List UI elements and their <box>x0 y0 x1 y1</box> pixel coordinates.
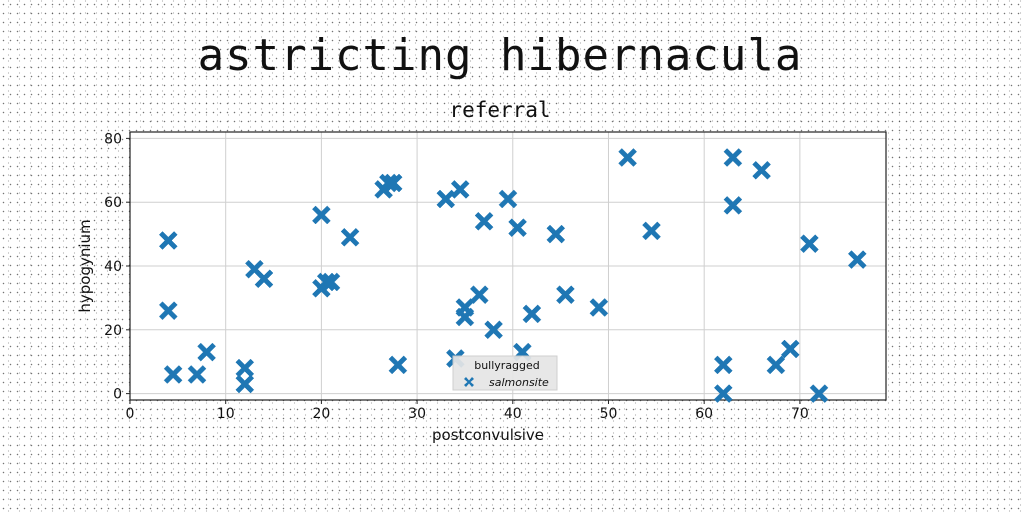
data-point <box>235 374 255 394</box>
data-point <box>474 211 494 231</box>
y-tick-label: 80 <box>104 131 122 147</box>
data-point <box>752 160 771 180</box>
data-point <box>713 355 733 375</box>
data-point <box>197 342 216 362</box>
data-point <box>312 205 331 225</box>
data-point <box>321 272 341 292</box>
data-point <box>546 224 566 244</box>
x-tick-label: 70 <box>791 406 809 422</box>
data-point <box>809 384 829 403</box>
x-tick-label: 10 <box>217 406 235 422</box>
y-tick-label: 40 <box>104 259 122 275</box>
y-tick-label: 20 <box>104 323 122 339</box>
data-point <box>158 301 178 321</box>
data-point <box>498 189 518 209</box>
data-point <box>235 358 255 378</box>
data-point <box>254 269 274 289</box>
data-point <box>388 355 408 375</box>
x-tick-label: 60 <box>695 406 713 422</box>
legend-entry: salmonsite <box>489 376 549 389</box>
data-point <box>847 250 867 269</box>
x-tick-label: 40 <box>504 406 522 422</box>
data-point <box>340 227 360 247</box>
chart-subtitle: referral <box>449 98 551 122</box>
data-point <box>618 148 637 167</box>
data-point <box>642 221 661 241</box>
legend-title: bullyragged <box>474 359 540 372</box>
data-point <box>522 304 542 324</box>
y-tick-label: 60 <box>104 195 122 211</box>
x-tick-label: 30 <box>408 406 426 422</box>
legend-marker <box>464 377 474 387</box>
data-point <box>469 285 489 305</box>
data-point <box>713 384 733 403</box>
data-point <box>187 365 207 384</box>
data-point <box>723 148 743 167</box>
x-tick-label: 20 <box>312 406 330 422</box>
data-point <box>780 339 800 359</box>
data-point <box>723 196 743 215</box>
data-point <box>383 173 403 193</box>
data-point <box>589 298 609 317</box>
data-point <box>800 234 819 254</box>
data-point <box>455 307 475 327</box>
data-point <box>484 320 503 340</box>
data-point <box>556 285 575 305</box>
x-tick-label: 50 <box>600 406 618 422</box>
main-title: astricting hibernacula <box>197 30 803 81</box>
data-point <box>766 355 786 375</box>
data-point <box>508 218 527 238</box>
data-point <box>163 365 183 384</box>
data-point <box>158 231 178 250</box>
y-tick-label: 0 <box>113 387 122 403</box>
x-axis-label: postconvulsive <box>432 426 544 444</box>
legend-box <box>452 355 558 391</box>
data-point <box>450 180 470 199</box>
x-tick-label: 0 <box>126 406 135 422</box>
y-axis-label: hypogynium <box>76 219 94 312</box>
